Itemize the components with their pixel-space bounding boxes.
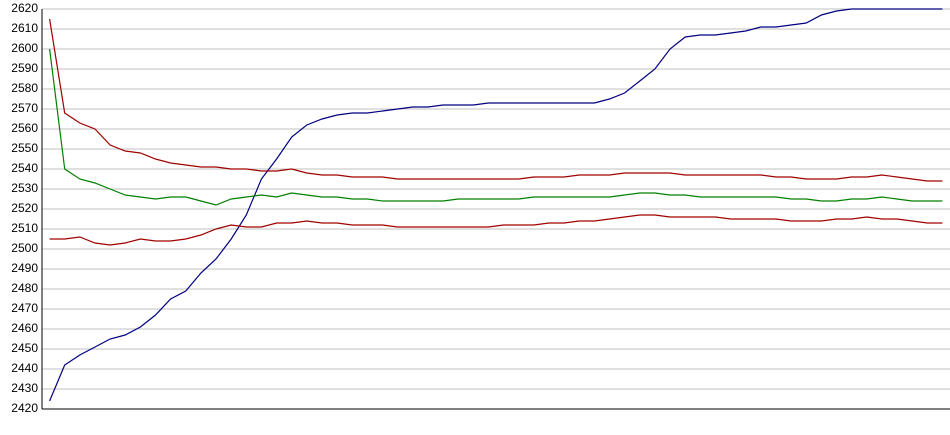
y-tick-label: 2500 <box>11 241 38 255</box>
series-line <box>49 48 943 206</box>
y-tick-label: 2470 <box>11 301 38 315</box>
y-tick-label: 2570 <box>11 101 38 115</box>
y-tick-label: 2610 <box>11 21 38 35</box>
series-line <box>49 8 943 402</box>
y-tick-label: 2580 <box>11 81 38 95</box>
y-tick-label: 2550 <box>11 141 38 155</box>
y-tick-label: 2540 <box>11 161 38 175</box>
y-tick-label: 2520 <box>11 201 38 215</box>
y-tick-label: 2420 <box>11 401 38 415</box>
series-line <box>49 18 943 182</box>
series-line <box>49 214 943 246</box>
y-tick-label: 2620 <box>11 1 38 15</box>
y-tick-label: 2590 <box>11 61 38 75</box>
y-tick-label: 2430 <box>11 381 38 395</box>
y-tick-label: 2450 <box>11 341 38 355</box>
y-tick-label: 2600 <box>11 41 38 55</box>
y-tick-label: 2440 <box>11 361 38 375</box>
y-tick-label: 2480 <box>11 281 38 295</box>
y-tick-label: 2460 <box>11 321 38 335</box>
y-tick-label: 2510 <box>11 221 38 235</box>
y-tick-label: 2530 <box>11 181 38 195</box>
y-tick-label: 2490 <box>11 261 38 275</box>
y-tick-label: 2560 <box>11 121 38 135</box>
